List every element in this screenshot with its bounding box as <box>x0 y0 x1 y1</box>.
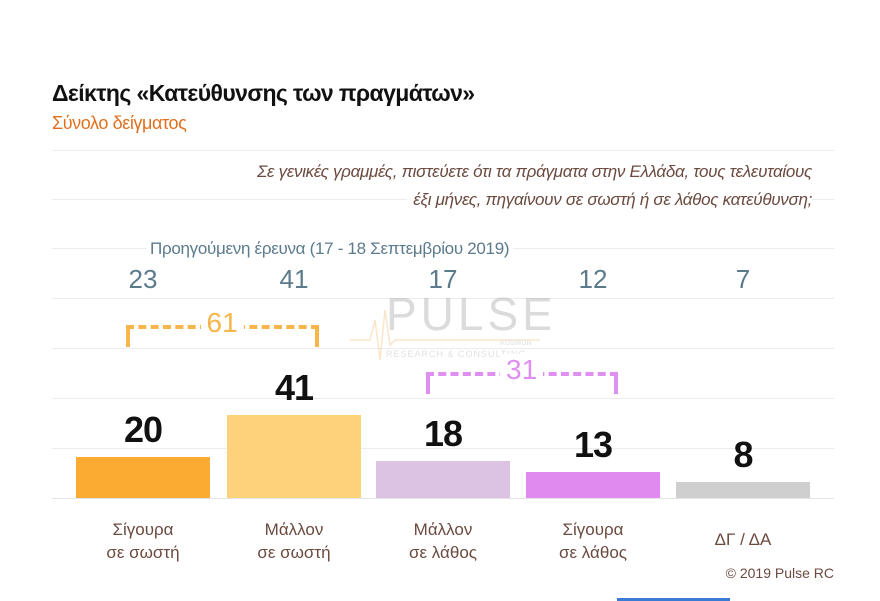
bar <box>676 481 810 498</box>
category-label-line: σε σωστή <box>106 543 180 562</box>
svg-text:RESEARCH & CONSULTING: RESEARCH & CONSULTING <box>386 349 526 359</box>
category-label: Σίγουρα σε λάθος <box>526 518 660 564</box>
category-label: ΔΓ / ΔΑ <box>676 528 810 551</box>
svg-text:KOSMON: KOSMON <box>500 340 532 347</box>
pulse-watermark-logo: PULSE KOSMON RESEARCH & CONSULTING <box>350 288 553 370</box>
bar-value-label: 41 <box>274 366 314 408</box>
category-label-line: σε σωστή <box>257 543 331 562</box>
scroll-indicator <box>617 598 730 601</box>
gridline <box>52 398 834 399</box>
bar-value-label: 8 <box>733 433 753 475</box>
gridline <box>52 448 834 449</box>
question-line-2: έξι μήνες, πηγαίνουν σε σωστή ή σε λάθος… <box>407 190 812 210</box>
previous-value: 7 <box>735 264 751 294</box>
bar <box>227 414 361 498</box>
svg-text:PULSE: PULSE <box>386 290 550 340</box>
group-total-label: 61 <box>200 307 244 339</box>
previous-survey-label: Προηγούμενη έρευνα (17 - 18 Σεπτεμβρίου … <box>146 239 514 259</box>
bar <box>526 471 660 498</box>
question-line-1: Σε γενικές γραμμές, πιστεύετε ότι τα πρά… <box>251 162 812 182</box>
category-label-line: Σίγουρα <box>562 520 624 539</box>
gridline <box>52 298 834 299</box>
bar <box>76 457 210 498</box>
group-total-label: 31 <box>500 354 544 386</box>
copyright: © 2019 Pulse RC <box>725 565 834 581</box>
bar-value-label: 13 <box>573 423 613 465</box>
category-label: Σίγουρα σε σωστή <box>76 518 210 564</box>
baseline <box>52 498 834 499</box>
previous-value: 41 <box>279 264 309 294</box>
gridline <box>52 348 834 349</box>
category-label-line: Σίγουρα <box>112 520 174 539</box>
chart-subtitle: Σύνολο δείγματος <box>52 113 187 133</box>
category-label-line: Μάλλον <box>264 520 324 539</box>
gridline <box>52 150 834 151</box>
category-label: Μάλλον σε σωστή <box>227 518 361 564</box>
bar-value-label: 20 <box>123 409 163 451</box>
previous-value: 17 <box>428 264 458 294</box>
previous-value: 23 <box>128 264 158 294</box>
bar-value-label: 18 <box>423 413 463 455</box>
category-label: Μάλλον σε λάθος <box>376 518 510 564</box>
bar <box>376 461 510 498</box>
category-label-line: σε λάθος <box>559 543 627 562</box>
category-label-line: Μάλλον <box>413 520 473 539</box>
category-label-line: σε λάθος <box>409 543 477 562</box>
category-label-line: ΔΓ / ΔΑ <box>714 530 772 549</box>
previous-value: 12 <box>578 264 608 294</box>
chart-title: Δείκτης «Κατεύθυνσης των πραγμάτων» <box>52 80 475 106</box>
